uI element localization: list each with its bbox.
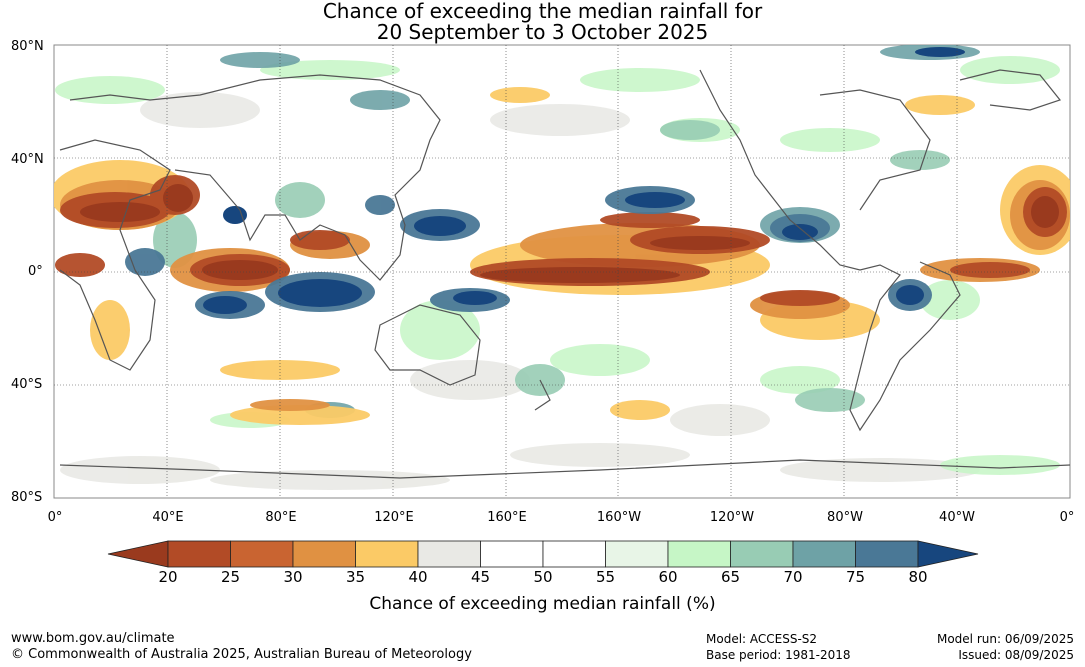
coastlines <box>59 69 1070 479</box>
colorbar-segment <box>667 540 731 568</box>
colorbar-tick: 35 <box>345 568 366 586</box>
colorbar-tick: 40 <box>408 568 428 586</box>
lat-label-40n: 40°N <box>11 152 44 167</box>
colorbar-segment <box>792 540 856 568</box>
colorbar-segment <box>417 540 481 568</box>
map-title-line2: 20 September to 3 October 2025 <box>376 20 709 44</box>
colorbar <box>107 540 979 568</box>
footer-website: www.bom.gov.au/climate <box>11 631 175 646</box>
lon-label: 120°E <box>374 510 414 525</box>
colorbar-tick: 30 <box>283 568 303 586</box>
map-title-line1: Chance of exceeding the median rainfall … <box>322 0 763 23</box>
rainfall-anomaly-field <box>54 45 1070 498</box>
footer-model-run: Model run: 06/09/2025 <box>936 632 1074 646</box>
colorbar-low-arrow <box>107 540 169 568</box>
colorbar-tick: 25 <box>220 568 241 586</box>
colorbar-segment <box>355 540 419 568</box>
colorbar-tick: 65 <box>720 568 741 586</box>
colorbar-segment <box>480 540 544 568</box>
colorbar-segment <box>542 540 606 568</box>
lon-label: 40°E <box>152 510 184 525</box>
colorbar-tick: 80 <box>908 568 928 586</box>
footer-base-period: Base period: 1981-2018 <box>706 648 851 662</box>
colorbar-tick: 70 <box>783 568 803 586</box>
footer-model: Model: ACCESS-S2 <box>706 632 818 646</box>
lon-label: 120°W <box>709 510 755 525</box>
lon-label: 0° <box>47 510 63 525</box>
colorbar-high-arrow <box>917 540 979 568</box>
lon-label: 160°E <box>487 510 527 525</box>
colorbar-tick: 20 <box>158 568 178 586</box>
footer-copyright: © Commonwealth of Australia 2025, Austra… <box>11 647 472 662</box>
colorbar-segment <box>730 540 794 568</box>
colorbar-segment <box>605 540 669 568</box>
lon-label: 160°W <box>596 510 642 525</box>
colorbar-segment <box>292 540 356 568</box>
colorbar-tick: 50 <box>533 568 553 586</box>
gridlines <box>54 45 1070 498</box>
lon-label: 0° <box>1059 510 1075 525</box>
colorbar-tick: 55 <box>595 568 616 586</box>
colorbar-segment <box>855 540 919 568</box>
lat-label-eq: 0° <box>28 264 43 279</box>
footer-issued: Issued: 08/09/2025 <box>958 648 1074 662</box>
colorbar-tick: 60 <box>658 568 678 586</box>
colorbar-segment <box>230 540 294 568</box>
lon-label: 80°W <box>827 510 863 525</box>
lat-label-80n: 80°N <box>11 39 44 54</box>
lon-label: 80°E <box>265 510 297 525</box>
colorbar-tick: 45 <box>470 568 491 586</box>
colorbar-segment <box>167 540 231 568</box>
lat-label-80s: 80°S <box>11 490 43 505</box>
lon-label: 40°W <box>939 510 975 525</box>
lat-label-40s: 40°S <box>11 377 43 392</box>
colorbar-title: Chance of exceeding median rainfall (%) <box>369 594 716 614</box>
colorbar-tick: 75 <box>845 568 866 586</box>
